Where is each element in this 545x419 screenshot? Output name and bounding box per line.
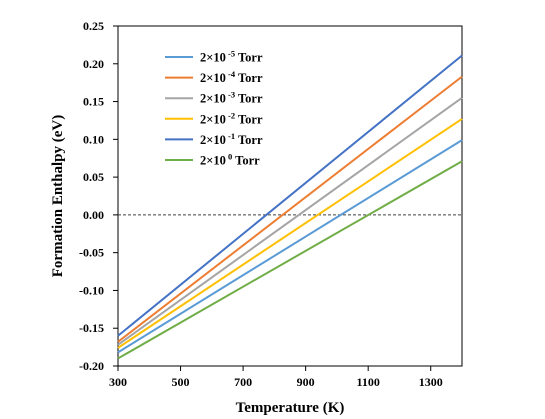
legend-label-5: 2×10 0 Torr — [200, 152, 260, 168]
legend: 2×10 -5 Torr 2×10 -4 Torr 2×10 -3 Torr 2×10… — [165, 49, 263, 168]
y-tick-label: 0.10 — [83, 132, 104, 146]
y-tick-label: 0.20 — [83, 57, 104, 71]
series-line-1 — [117, 75, 463, 343]
legend-label-2: 2×10 -3 Torr — [200, 90, 263, 106]
series-line-2 — [117, 96, 463, 346]
series-line-5 — [117, 160, 463, 360]
x-tick-label: 900 — [297, 375, 315, 389]
x-tick-label: 500 — [172, 375, 190, 389]
series-line-4 — [117, 54, 463, 337]
x-axis-ticks: 300 500 700 900 1100 1300 — [109, 366, 443, 389]
legend-label-3: 2×10 -2 Torr — [200, 110, 263, 126]
y-axis-ticks: -0.20 -0.15 -0.10 -0.05 0.00 0.05 0.10 0.15 0.20… — [79, 19, 118, 373]
x-tick-label: 1300 — [419, 375, 443, 389]
x-axis-title: Temperature (K) — [236, 400, 345, 416]
series-line-3 — [117, 118, 463, 349]
legend-label-4: 2×10 -1 Torr — [200, 131, 263, 147]
series-line-0 — [117, 139, 463, 354]
plot-area-frame — [117, 25, 463, 367]
series-layer — [117, 54, 463, 360]
y-tick-label: -0.05 — [79, 246, 104, 260]
y-axis-title: Formation Enthalpy (eV) — [50, 115, 66, 278]
y-tick-label: 0.15 — [83, 95, 104, 109]
y-tick-label: -0.10 — [79, 283, 104, 297]
y-tick-label: -0.15 — [79, 321, 104, 335]
y-tick-label: 0.05 — [83, 170, 104, 184]
x-tick-label: 1100 — [357, 375, 380, 389]
x-tick-label: 300 — [109, 375, 127, 389]
y-tick-label: 0.25 — [83, 19, 104, 33]
y-tick-label: -0.20 — [79, 359, 104, 373]
y-tick-label: 0.00 — [83, 208, 104, 222]
legend-label-0: 2×10 -5 Torr — [200, 49, 263, 65]
x-tick-label: 700 — [234, 375, 252, 389]
legend-label-1: 2×10 -4 Torr — [200, 69, 263, 85]
